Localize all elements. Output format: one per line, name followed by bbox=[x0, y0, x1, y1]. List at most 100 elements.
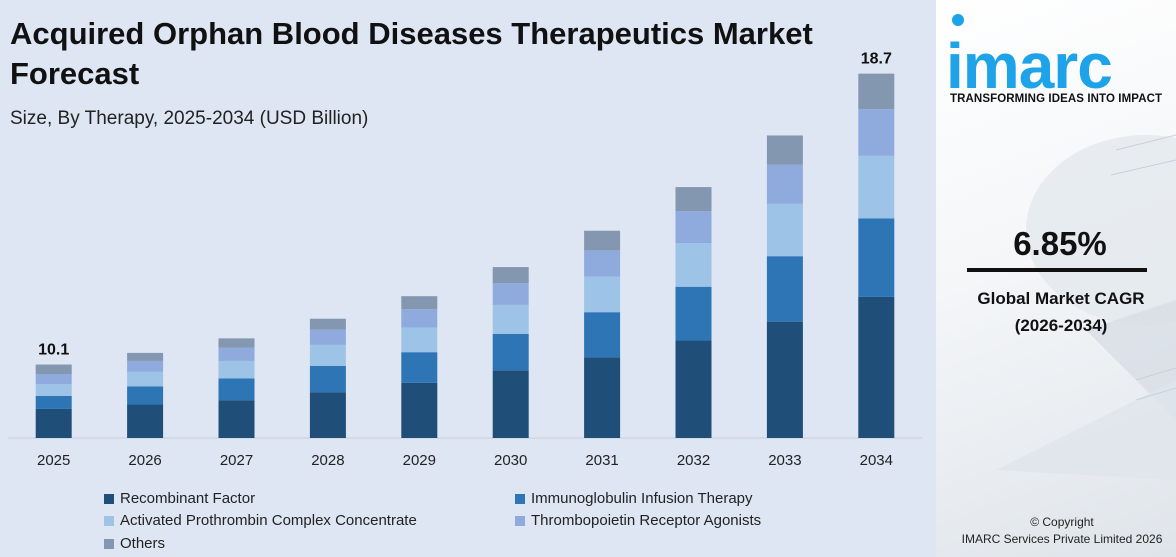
bar-segment-2031-series-1 bbox=[584, 312, 621, 358]
decorative-background-graphic bbox=[996, 134, 1176, 480]
chart-title: Acquired Orphan Blood Diseases Therapeut… bbox=[10, 16, 813, 91]
legend-label: Activated Prothrombin Complex Concentrat… bbox=[120, 512, 417, 529]
bar-segment-2026-series-4 bbox=[127, 352, 164, 361]
legend-item: Recombinant Factor bbox=[104, 489, 255, 509]
bar-segment-2028-series-0 bbox=[309, 392, 346, 438]
bar-stack-2033 bbox=[766, 135, 803, 438]
bar-stack-2025 bbox=[35, 364, 72, 438]
legend-item: Immunoglobulin Infusion Therapy bbox=[515, 489, 753, 509]
cagr-value: 6.85% bbox=[1013, 225, 1107, 262]
legend-item: Activated Prothrombin Complex Concentrat… bbox=[104, 511, 417, 531]
cagr-label-line1: Global Market CAGR bbox=[977, 289, 1145, 308]
bar-segment-2034-series-3 bbox=[858, 109, 895, 156]
x-tick-label: 2032 bbox=[677, 452, 710, 469]
bar-segment-2032-series-1 bbox=[675, 286, 712, 341]
bar-segment-2028-series-2 bbox=[309, 344, 346, 366]
bar-segment-2028-series-4 bbox=[309, 318, 346, 330]
legend-swatch bbox=[104, 494, 114, 504]
bar-segment-2033-series-3 bbox=[766, 164, 803, 204]
bar-segment-2027-series-2 bbox=[218, 360, 255, 379]
bar-segment-2027-series-0 bbox=[218, 400, 255, 438]
bar-segment-2032-series-0 bbox=[675, 340, 712, 438]
bar-segment-2033-series-4 bbox=[766, 135, 803, 165]
legend-swatch bbox=[515, 516, 525, 526]
bar-segment-2025-series-0 bbox=[35, 408, 72, 438]
x-tick-label: 2027 bbox=[220, 452, 253, 469]
bar-segment-2030-series-4 bbox=[492, 267, 529, 284]
bar-stack-2032 bbox=[675, 187, 712, 438]
bar-segment-2034-series-2 bbox=[858, 155, 895, 219]
bar-total-label: 18.7 bbox=[861, 51, 892, 68]
bar-segment-2029-series-0 bbox=[401, 382, 438, 438]
x-tick-label: 2033 bbox=[768, 452, 801, 469]
bar-stack-2026 bbox=[127, 352, 164, 438]
stacked-bar-chart: 2025 10.1 2026 2027 2028 2029 2030 2031 2032 2033… bbox=[8, 51, 922, 469]
bar-segment-2026-series-0 bbox=[127, 404, 164, 438]
bar-segment-2029-series-4 bbox=[401, 296, 438, 310]
bar-stack-2029 bbox=[401, 296, 438, 438]
cagr-divider bbox=[967, 268, 1147, 272]
bar-segment-2029-series-3 bbox=[401, 309, 438, 328]
bar-segment-2034-series-0 bbox=[858, 296, 895, 438]
bar-segment-2029-series-2 bbox=[401, 327, 438, 353]
bar-stack-2028 bbox=[309, 318, 346, 438]
brand-tagline: TRANSFORMING IDEAS INTO IMPACT bbox=[950, 93, 1163, 105]
bar-total-label: 10.1 bbox=[38, 342, 69, 359]
bar-segment-2029-series-1 bbox=[401, 352, 438, 383]
x-tick-label: 2026 bbox=[128, 452, 161, 469]
legend-item: Others bbox=[104, 534, 165, 554]
legend-label: Recombinant Factor bbox=[120, 490, 256, 507]
legend-label: Others bbox=[120, 535, 166, 552]
bar-segment-2027-series-1 bbox=[218, 378, 255, 401]
bar-segment-2032-series-4 bbox=[675, 187, 712, 212]
bar-segment-2026-series-2 bbox=[127, 371, 164, 387]
bar-segment-2027-series-4 bbox=[218, 338, 255, 348]
copyright-line2: IMARC Services Private Limited 2026 bbox=[961, 532, 1163, 546]
bar-segment-2025-series-4 bbox=[35, 364, 72, 374]
bar-segment-2025-series-2 bbox=[35, 384, 72, 396]
x-tick-label: 2028 bbox=[311, 452, 344, 469]
legend-label: Immunoglobulin Infusion Therapy bbox=[531, 490, 753, 507]
svg-text:imarc: imarc bbox=[946, 30, 1112, 94]
bar-stack-2030 bbox=[492, 267, 529, 438]
copyright: © Copyright IMARC Services Private Limit… bbox=[936, 514, 1176, 548]
bar-segment-2030-series-1 bbox=[492, 334, 529, 371]
bar-segment-2033-series-0 bbox=[766, 321, 803, 438]
copyright-line1: © Copyright bbox=[1030, 515, 1094, 529]
bar-segment-2034-series-1 bbox=[858, 218, 895, 297]
bar-segment-2031-series-0 bbox=[584, 357, 621, 438]
legend-label: Thrombopoietin Receptor Agonists bbox=[531, 512, 762, 529]
bar-segment-2031-series-4 bbox=[584, 230, 621, 251]
x-tick-label: 2029 bbox=[403, 452, 436, 469]
legend-swatch bbox=[104, 539, 114, 549]
bar-segment-2033-series-2 bbox=[766, 203, 803, 257]
bar-segment-2031-series-3 bbox=[584, 250, 621, 277]
bar-segment-2032-series-2 bbox=[675, 243, 712, 287]
bar-segment-2033-series-1 bbox=[766, 256, 803, 322]
bar-segment-2028-series-1 bbox=[309, 366, 346, 393]
bar-segment-2026-series-3 bbox=[127, 360, 164, 372]
bar-segment-2025-series-3 bbox=[35, 374, 72, 385]
brand-panel: imarc TRANSFORMING IDEAS INTO IMPACT 6.8… bbox=[936, 0, 1176, 557]
x-tick-label: 2025 bbox=[37, 452, 70, 469]
bar-segment-2026-series-1 bbox=[127, 386, 164, 405]
bar-segment-2027-series-3 bbox=[218, 347, 255, 361]
cagr-label: Global Market CAGR (2026-2034) bbox=[936, 285, 1176, 339]
bar-segment-2034-series-4 bbox=[858, 73, 895, 110]
bar-segment-2030-series-3 bbox=[492, 283, 529, 305]
x-tick-label: 2031 bbox=[585, 452, 618, 469]
legend-item: Thrombopoietin Receptor Agonists bbox=[515, 511, 761, 531]
cagr-label-line2: (2026-2034) bbox=[1014, 316, 1108, 335]
bar-segment-2030-series-0 bbox=[492, 370, 529, 438]
bar-segment-2028-series-3 bbox=[309, 329, 346, 345]
bar-stack-2034 bbox=[858, 73, 895, 438]
chart-subtitle: Size, By Therapy, 2025-2034 (USD Billion… bbox=[10, 108, 369, 129]
imarc-logo: imarc bbox=[946, 14, 1113, 94]
bar-segment-2032-series-3 bbox=[675, 211, 712, 244]
bar-segment-2025-series-1 bbox=[35, 395, 72, 409]
x-tick-label: 2030 bbox=[494, 452, 527, 469]
bar-stack-2027 bbox=[218, 338, 255, 438]
bar-segment-2031-series-2 bbox=[584, 276, 621, 313]
legend-swatch bbox=[104, 516, 114, 526]
